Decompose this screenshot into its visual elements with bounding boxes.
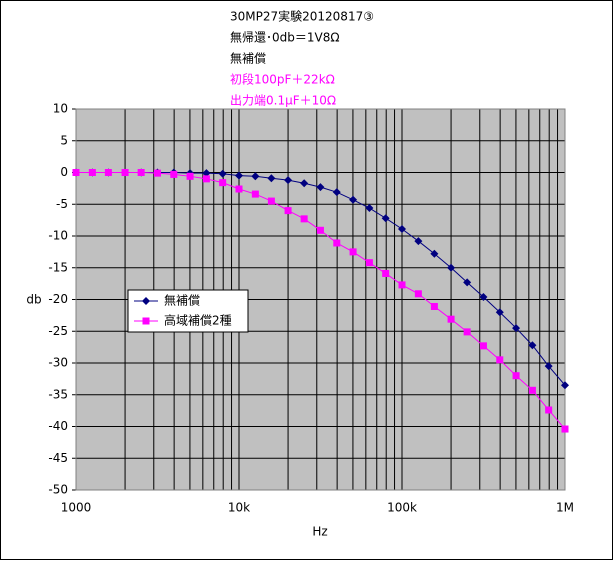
y-tick-label: 0 [60, 165, 68, 179]
point [561, 381, 569, 390]
point [545, 406, 553, 414]
point [170, 170, 178, 178]
point [88, 169, 96, 176]
point [463, 278, 472, 287]
point [496, 356, 504, 364]
point [381, 214, 390, 223]
point [316, 183, 325, 192]
point [414, 290, 422, 298]
point [349, 248, 357, 256]
y-tick-label: -15 [48, 260, 68, 274]
point [333, 239, 341, 247]
point [398, 225, 406, 234]
point [398, 281, 406, 289]
legend-marker [142, 297, 150, 305]
point [137, 169, 145, 176]
point [365, 204, 374, 213]
point [382, 269, 390, 277]
point [153, 169, 161, 177]
point [186, 172, 194, 180]
x-tick-label: 10k [228, 501, 250, 515]
x-axis-label: Hz [312, 525, 327, 539]
legend-marker [142, 317, 150, 325]
y-tick-label: -40 [48, 419, 68, 433]
point [479, 342, 487, 350]
point [267, 174, 276, 183]
x-tick-label: 1000 [61, 501, 92, 515]
plot-border [75, 108, 566, 491]
title-line: 30MP27実験20120817③ [230, 9, 374, 24]
point [349, 195, 358, 204]
title-line: 初段100pF＋22kΩ [230, 72, 335, 87]
legend-label: 高域補償2種 [164, 313, 232, 328]
legend-label: 無補償 [164, 293, 200, 308]
y-tick-label: -25 [48, 324, 68, 338]
point [235, 185, 243, 193]
y-tick-label: 5 [60, 133, 68, 147]
point [430, 302, 438, 310]
y-tick-label: -50 [48, 483, 68, 497]
point [463, 328, 471, 336]
point [219, 179, 227, 187]
y-tick-label: -20 [48, 292, 68, 306]
x-tick-label: 100k [387, 501, 417, 515]
point [332, 188, 341, 197]
point [528, 341, 537, 350]
x-tick-label: 1M [556, 501, 574, 515]
point [365, 259, 373, 267]
y-tick-label: 10 [53, 102, 68, 116]
title-line: 出力端0.1μF＋10Ω [230, 94, 336, 108]
point [202, 169, 211, 178]
point [512, 372, 520, 380]
y-tick-label: -30 [48, 356, 68, 370]
title-line: 無補償 [230, 51, 266, 66]
point [528, 386, 536, 394]
y-tick-label: -45 [48, 451, 68, 465]
point [316, 226, 324, 234]
point [495, 308, 504, 317]
point [544, 362, 553, 371]
point [218, 169, 227, 178]
point [284, 207, 292, 215]
point [561, 425, 569, 433]
point [300, 179, 309, 188]
point [300, 215, 308, 223]
y-tick-label: -35 [48, 387, 68, 401]
y-axis-label: db [26, 293, 41, 307]
point [251, 190, 259, 198]
y-tick-label: -5 [56, 197, 68, 211]
point [447, 315, 455, 323]
y-tick-label: -10 [48, 229, 68, 243]
point [267, 197, 275, 205]
point [104, 169, 112, 176]
point [512, 324, 521, 333]
point [447, 263, 456, 272]
point [479, 292, 488, 301]
point [251, 172, 260, 181]
point [202, 175, 210, 183]
point [72, 169, 80, 176]
point [284, 176, 293, 185]
point [430, 249, 439, 258]
legend-box [127, 289, 249, 333]
title-line: 無帰還･0db＝1V8Ω [230, 30, 340, 45]
point [235, 171, 243, 180]
point [121, 169, 129, 176]
point [414, 237, 423, 246]
